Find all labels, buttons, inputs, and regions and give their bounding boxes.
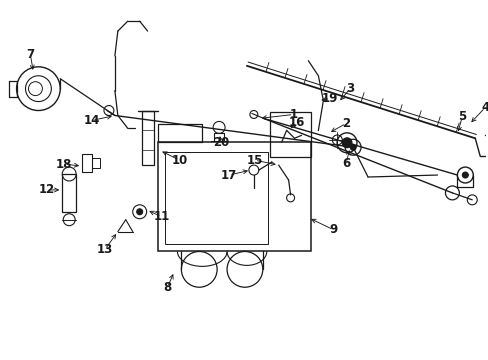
Bar	[269, 112, 311, 157]
Circle shape	[137, 209, 142, 215]
Text: 14: 14	[83, 114, 100, 127]
Bar	[82, 154, 92, 172]
Text: 16: 16	[288, 116, 304, 129]
Text: 18: 18	[56, 158, 72, 171]
Bar	[165, 152, 267, 243]
Text: 11: 11	[153, 210, 169, 223]
Text: 5: 5	[457, 110, 466, 123]
Text: 7: 7	[26, 48, 35, 62]
Circle shape	[461, 172, 468, 178]
Text: 20: 20	[213, 136, 229, 149]
Bar	[142, 111, 153, 165]
Text: 9: 9	[328, 223, 337, 236]
Text: 13: 13	[97, 243, 113, 256]
Text: 10: 10	[171, 154, 187, 167]
Bar	[62, 174, 76, 212]
Text: 15: 15	[246, 154, 263, 167]
Text: 12: 12	[38, 184, 54, 197]
Text: 3: 3	[346, 82, 353, 95]
Circle shape	[349, 144, 355, 150]
Text: 17: 17	[221, 168, 237, 181]
Text: 6: 6	[342, 157, 349, 170]
Bar	[157, 125, 202, 142]
Bar	[92, 158, 100, 168]
Bar	[157, 142, 311, 252]
Text: 19: 19	[322, 92, 338, 105]
Text: 8: 8	[163, 281, 171, 294]
Text: 1: 1	[289, 108, 297, 121]
Circle shape	[342, 138, 351, 148]
Text: 2: 2	[342, 117, 349, 130]
Text: 4: 4	[480, 101, 488, 114]
